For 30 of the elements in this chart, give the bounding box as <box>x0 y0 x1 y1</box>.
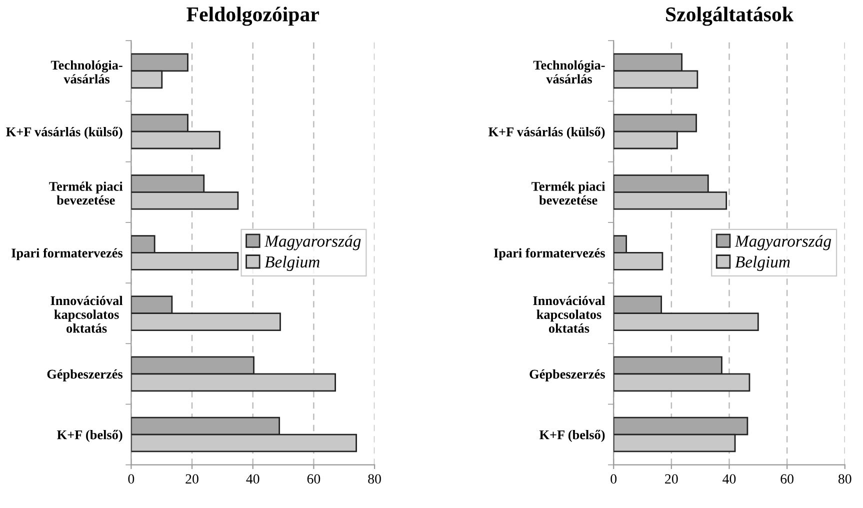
x-tick-label: 20 <box>665 474 678 484</box>
x-tick-label: 60 <box>307 474 320 484</box>
x-tick-label: 0 <box>610 474 617 484</box>
legend-label: Belgium <box>264 256 320 271</box>
y-tick-label: K+F vásárlás (külső) <box>488 126 605 139</box>
y-tick-label: K+F (belső) <box>57 430 122 442</box>
y-tick-label: K+F (belső) <box>539 430 605 442</box>
legend-label: Belgium <box>735 256 790 271</box>
y-tick-label: Termék piaci bevezetése <box>532 182 606 205</box>
y-tick-label: Innovációval kapcsolatos oktatás <box>50 296 123 333</box>
y-tick-label: Ipari formatervezés <box>494 248 605 260</box>
x-tick-label: 80 <box>368 474 381 484</box>
x-tick-label: 20 <box>186 474 198 484</box>
chart-title: Szolgáltatások <box>666 6 794 26</box>
y-tick-label: Termék piaci bevezetése <box>49 182 123 205</box>
legend-label: Magyarország <box>734 235 832 250</box>
y-tick-label: Gépbeszerzés <box>47 369 123 382</box>
legend-label: Magyarország <box>264 235 361 250</box>
y-tick-label: K+F vásárlás (külső) <box>6 126 122 139</box>
y-tick-label: Technológia- vásárlás <box>533 60 605 84</box>
y-tick-label: Innovációval kapcsolatos oktatás <box>533 296 606 333</box>
x-tick-label: 80 <box>838 474 852 484</box>
x-tick-label: 0 <box>128 474 134 484</box>
y-tick-label: Technológia- vásárlás <box>50 60 122 84</box>
x-tick-label: 40 <box>722 474 736 484</box>
y-tick-label: Ipari formatervezés <box>12 248 123 260</box>
y-tick-label: Gépbeszerzés <box>530 369 605 382</box>
chart-title: Feldolgozóipar <box>186 6 319 26</box>
x-tick-label: 40 <box>246 474 260 484</box>
x-tick-label: 60 <box>780 474 794 484</box>
